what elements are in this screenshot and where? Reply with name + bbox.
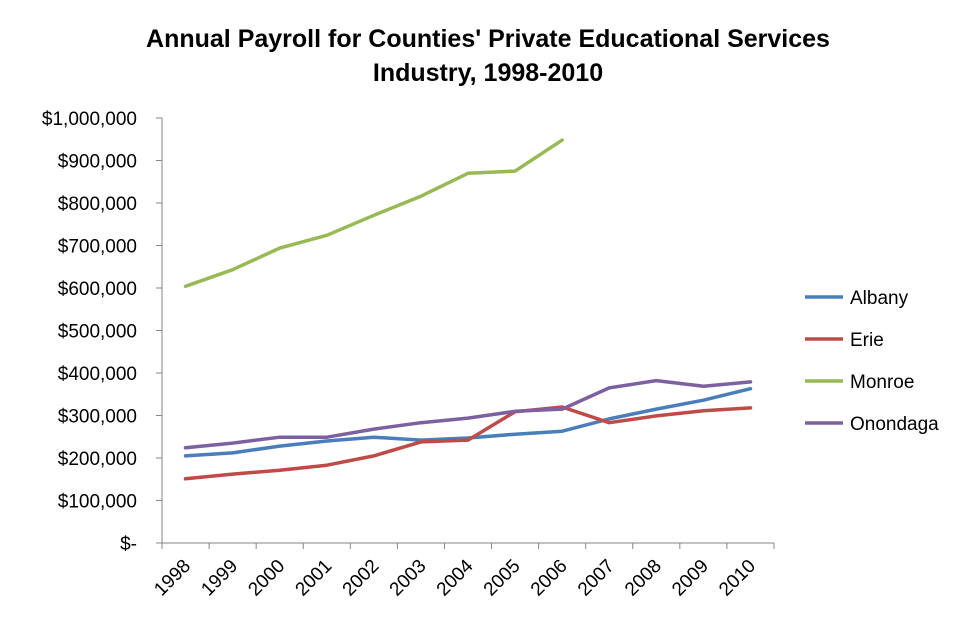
series-line-erie [183,405,753,481]
x-tick-label: 2000 [244,556,289,601]
y-tick-label: $500,000 [58,322,137,343]
x-tick-label: 2001 [292,556,337,601]
x-tick-label: 2004 [433,555,478,600]
legend: Albany Erie Monroe Onondaga [805,288,939,435]
x-tick-label: 2008 [621,556,666,601]
x-tick-label: 2003 [386,556,431,601]
x-tick-label: 2005 [480,556,525,601]
y-tick-label: $800,000 [58,194,137,215]
x-tick-label: 2010 [715,556,760,601]
x-tick-label: 2007 [574,556,619,601]
legend-label-monroe: Monroe [850,372,914,393]
legend-label-erie: Erie [850,330,884,351]
x-tick-label: 1999 [197,556,242,601]
y-tick-label: $700,000 [58,237,137,258]
chart-title-line-1: Annual Payroll for Counties' Private Edu… [146,25,830,53]
y-tick-label: $300,000 [58,407,137,428]
series-lines [183,138,753,481]
x-tick-label: 2009 [668,556,713,601]
legend-label-albany: Albany [850,288,909,309]
y-tick-label: $100,000 [58,492,137,513]
series-line-onondaga [183,378,753,450]
x-axis-tick-labels: 1998 1999 2000 2001 2002 2003 2004 2005 2006 2007… [150,555,760,600]
y-tick-label: $400,000 [58,364,137,385]
x-tick-label: 1998 [150,556,195,601]
y-tick-label: $- [120,534,137,555]
y-tick-label: $200,000 [58,449,137,470]
y-axis-tick-labels: $- $100,000 $200,000 $300,000 $400,000 $500,0… [42,109,137,555]
chart-title-line-2: Industry, 1998-2010 [373,59,603,87]
y-tick-label: $600,000 [58,279,137,300]
series-line-monroe [183,138,564,289]
y-tick-label: $1,000,000 [42,109,137,130]
series-line-albany [183,386,753,458]
x-tick-label: 2002 [339,556,384,601]
x-tick-label: 2006 [527,556,572,601]
chart-axes [156,117,775,549]
legend-label-onondaga: Onondaga [850,414,939,435]
y-tick-label: $900,000 [58,152,137,173]
